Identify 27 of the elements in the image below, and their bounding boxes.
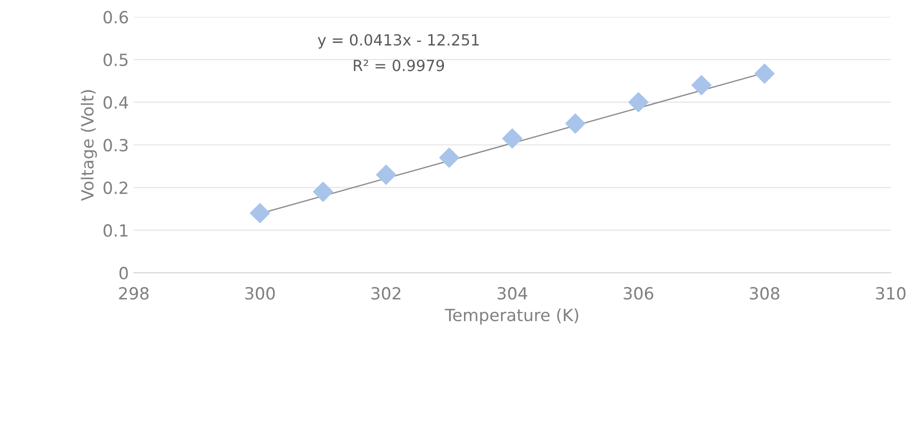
- y-tick-label: 0.4: [104, 96, 128, 109]
- x-tick-label: 304: [498, 287, 528, 300]
- y-tick-label: 0.1: [104, 224, 128, 237]
- y-tick-label: 0.2: [104, 181, 128, 194]
- x-tick-label: 308: [750, 287, 780, 300]
- point: [565, 114, 586, 134]
- point: [313, 182, 334, 202]
- point: [691, 75, 712, 96]
- x-tick-label: 302: [371, 287, 400, 300]
- point: [376, 164, 396, 185]
- x-tick-label: 310: [876, 287, 906, 300]
- point: [502, 128, 522, 148]
- y-tick-label: 0: [119, 266, 128, 280]
- x-axis-title: Temperature (K): [444, 308, 578, 325]
- x-tick-label: 300: [245, 287, 275, 300]
- point: [439, 148, 460, 168]
- annotation: y = 0.0413x - 12.251: [318, 34, 479, 49]
- y-tick-label: 0.3: [104, 138, 128, 152]
- x-tick-label: 298: [119, 287, 149, 300]
- annotation: R² = 0.9979: [354, 60, 444, 72]
- y-tick-label: 0.6: [104, 10, 128, 24]
- point: [250, 203, 270, 224]
- point: [628, 92, 648, 112]
- x-tick-label: 306: [624, 287, 654, 300]
- y-tick-label: 0.5: [104, 54, 128, 66]
- point: [754, 64, 775, 84]
- y-axis-title: Voltage (Volt): [80, 90, 97, 201]
